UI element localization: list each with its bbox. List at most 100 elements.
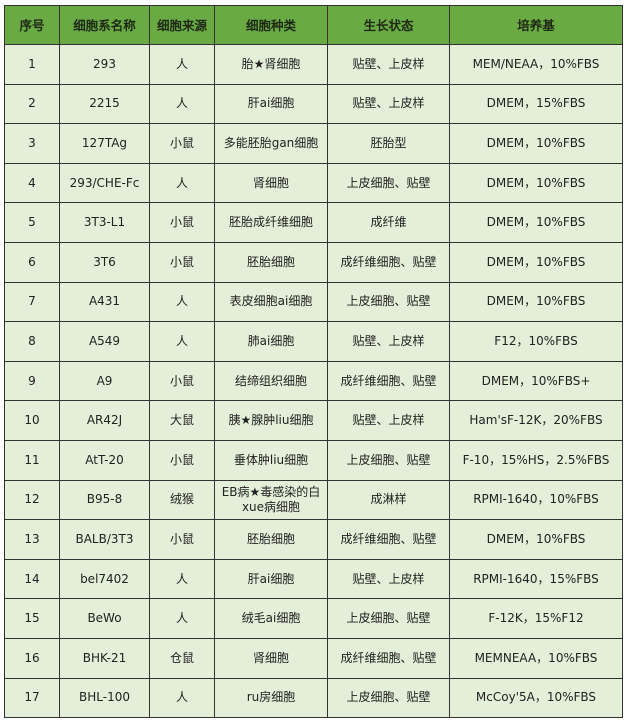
cell-source: 人 — [149, 677, 215, 719]
cell-index: 4 — [4, 162, 60, 204]
cell-type: 胎★肾细胞 — [214, 44, 328, 85]
cell-medium: F12，10%FBS — [449, 321, 623, 362]
cell-line-name: A549 — [59, 321, 150, 362]
cell-index: 17 — [4, 677, 60, 719]
cell-medium: DMEM，10%FBS — [449, 123, 623, 164]
cell-source: 人 — [149, 558, 215, 600]
cell-line-name: bel7402 — [59, 558, 150, 600]
cell-medium: F-12K，15%F12 — [449, 598, 623, 639]
header-row: 序号 细胞系名称 细胞来源 细胞种类 生长状态 培养基 — [4, 5, 623, 45]
cell-source: 小鼠 — [149, 360, 215, 402]
cell-line-name: BeWo — [59, 598, 150, 639]
cell-index: 6 — [4, 241, 60, 283]
cell-line-name: 293/CHE-Fc — [59, 162, 150, 204]
cell-medium: McCoy'5A，10%FBS — [449, 677, 623, 719]
cell-index: 8 — [4, 321, 60, 362]
cell-index: 12 — [4, 479, 60, 521]
cell-index: 10 — [4, 400, 60, 441]
table-row: 13 BALB/3T3 小鼠 胚胎细胞 成纤维细胞、贴壁 DMEM，10%FBS — [4, 519, 623, 560]
cell-source: 人 — [149, 162, 215, 204]
cell-medium: DMEM，15%FBS — [449, 83, 623, 125]
cell-growth-state: 贴壁、上皮样 — [327, 558, 450, 600]
cell-medium: DMEM，10%FBS — [449, 241, 623, 283]
cell-index: 13 — [4, 519, 60, 560]
cell-growth-state: 贴壁、上皮样 — [327, 83, 450, 125]
header-cell-type: 细胞种类 — [214, 5, 328, 45]
table-row: 15 BeWo 人绒毛ai细胞 上皮细胞、贴壁 F-12K，15%F12 — [4, 598, 623, 639]
table-row: 3 127TAg 小鼠 多能胚胎gan细胞 胚胎型 DMEM，10%FBS — [4, 123, 623, 164]
cell-index: 2 — [4, 83, 60, 125]
cell-line-name: 293 — [59, 44, 150, 85]
cell-growth-state: 上皮细胞、贴壁 — [327, 677, 450, 719]
table-row: 1 293 人胎★肾细胞 贴壁、上皮样 MEM/NEAA，10%FBS — [4, 44, 623, 85]
cell-line-name: 3T3-L1 — [59, 202, 150, 243]
cell-index: 14 — [4, 558, 60, 600]
header-index: 序号 — [4, 5, 60, 45]
cell-source: 大鼠 — [149, 400, 215, 441]
header-source: 细胞来源 — [149, 5, 215, 45]
table-row: 9 A9 小鼠 结缔组织细胞 成纤维细胞、贴壁 DMEM，10%FBS+ — [4, 360, 623, 402]
cell-source: 人 — [149, 598, 215, 639]
cell-type: 肝ai细胞 — [214, 83, 328, 125]
table-row: 12 B95-8 绒猴 EB病★毒感染的白xue病细胞 成淋样 RPMI-1640，10%… — [4, 479, 623, 521]
cell-line-name: AtT-20 — [59, 439, 150, 481]
cell-medium: DMEM，10%FBS — [449, 519, 623, 560]
cell-type: 肝ai细胞 — [214, 558, 328, 600]
cell-growth-state: 上皮细胞、贴壁 — [327, 439, 450, 481]
cell-medium: RPMI-1640，10%FBS — [449, 479, 623, 521]
cell-growth-state: 上皮细胞、贴壁 — [327, 281, 450, 323]
table-row: 8 A549 人肺ai细胞 贴壁、上皮样 F12，10%FBS — [4, 321, 623, 362]
cell-line-name: A431 — [59, 281, 150, 323]
cell-type: 胚胎成纤维细胞 — [214, 202, 328, 243]
cell-medium: DMEM，10%FBS — [449, 162, 623, 204]
cell-medium: MEM/NEAA，10%FBS — [449, 44, 623, 85]
header-medium: 培养基 — [449, 5, 623, 45]
cell-medium: DMEM，10%FBS — [449, 281, 623, 323]
cell-medium: F-10，15%HS，2.5%FBS — [449, 439, 623, 481]
cell-index: 3 — [4, 123, 60, 164]
cell-source: 小鼠 — [149, 519, 215, 560]
cell-line-name: B95-8 — [59, 479, 150, 521]
cell-growth-state: 成纤维 — [327, 202, 450, 243]
cell-line-name: BHL-100 — [59, 677, 150, 719]
cell-type: 表皮细胞ai细胞 — [214, 281, 328, 323]
table-row: 4 293/CHE-Fc 人肾细胞 上皮细胞、贴壁 DMEM，10%FBS — [4, 162, 623, 204]
cell-type: EB病★毒感染的白xue病细胞 — [214, 479, 328, 521]
cell-type: 胚胎细胞 — [214, 519, 328, 560]
cell-growth-state: 贴壁、上皮样 — [327, 400, 450, 441]
table-row: 11 AtT-20 小鼠 垂体肿liu细胞 上皮细胞、贴壁 F-10，15%HS，2.5%… — [4, 439, 623, 481]
cell-growth-state: 成纤维细胞、贴壁 — [327, 637, 450, 679]
cell-source: 绒猴 — [149, 479, 215, 521]
table-row: 10 AR42J 大鼠 胰★腺肿liu细胞 贴壁、上皮样 Ham'sF-12K，20%FB… — [4, 400, 623, 441]
cell-growth-state: 成纤维细胞、贴壁 — [327, 241, 450, 283]
cell-source: 仓鼠 — [149, 637, 215, 679]
cell-index: 11 — [4, 439, 60, 481]
cell-line-name: 2215 — [59, 83, 150, 125]
cell-source: 人 — [149, 83, 215, 125]
cell-source: 小鼠 — [149, 439, 215, 481]
header-cell-line-name: 细胞系名称 — [59, 5, 150, 45]
cell-medium: MEMNEAA，10%FBS — [449, 637, 623, 679]
cell-growth-state: 成纤维细胞、贴壁 — [327, 519, 450, 560]
table-row: 6 3T6 小鼠 胚胎细胞 成纤维细胞、贴壁 DMEM，10%FBS — [4, 241, 623, 283]
cell-growth-state: 成淋样 — [327, 479, 450, 521]
cell-source: 人 — [149, 44, 215, 85]
cell-line-name: A9 — [59, 360, 150, 402]
table-row: 17 BHL-100 人 ru房细胞 上皮细胞、贴壁 McCoy'5A，10%FBS — [4, 677, 623, 719]
cell-growth-state: 贴壁、上皮样 — [327, 321, 450, 362]
cell-growth-state: 上皮细胞、贴壁 — [327, 162, 450, 204]
cell-index: 9 — [4, 360, 60, 402]
cell-type: ru房细胞 — [214, 677, 328, 719]
cell-line-table: 序号 细胞系名称 细胞来源 细胞种类 生长状态 培养基 1 293 人胎★肾细胞 贴壁… — [4, 5, 623, 719]
cell-index: 1 — [4, 44, 60, 85]
cell-line-name: AR42J — [59, 400, 150, 441]
cell-type: 垂体肿liu细胞 — [214, 439, 328, 481]
cell-index: 15 — [4, 598, 60, 639]
table-row: 16 BHK-21 仓鼠 肾细胞 成纤维细胞、贴壁 MEMNEAA，10%FBS — [4, 637, 623, 679]
cell-type: 肺ai细胞 — [214, 321, 328, 362]
cell-index: 16 — [4, 637, 60, 679]
cell-type: 肾细胞 — [214, 162, 328, 204]
cell-type: 胰★腺肿liu细胞 — [214, 400, 328, 441]
cell-growth-state: 上皮细胞、贴壁 — [327, 598, 450, 639]
cell-line-name: BHK-21 — [59, 637, 150, 679]
